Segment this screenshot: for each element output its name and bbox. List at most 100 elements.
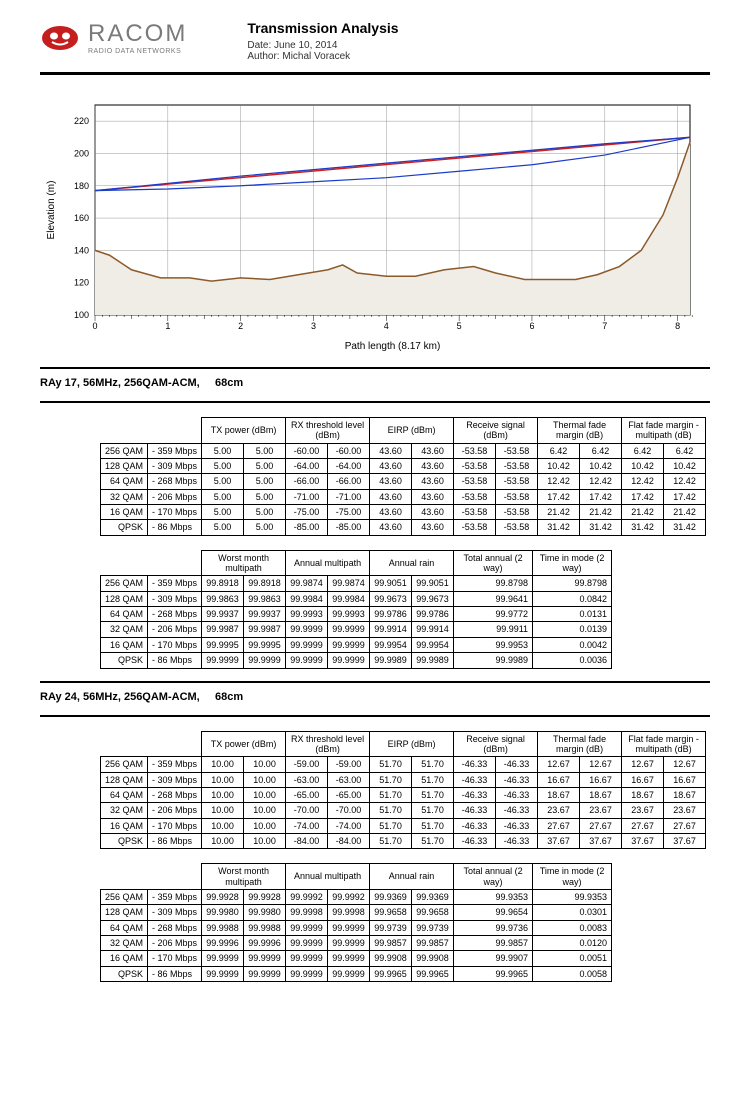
cell: 99.9786: [412, 607, 454, 622]
cell: 99.9999: [244, 653, 286, 668]
cell: 51.70: [370, 818, 412, 833]
cell: 99.9658: [412, 905, 454, 920]
cell: 99.9857: [370, 935, 412, 950]
cell: 99.9937: [202, 607, 244, 622]
cell: -60.00: [286, 443, 328, 458]
rate-label: - 170 Mbps: [148, 505, 202, 520]
cell: 23.67: [622, 803, 664, 818]
cell: -59.00: [286, 757, 328, 772]
logo: RACOM RADIO DATA NETWORKS: [40, 20, 187, 55]
cell: 31.42: [622, 520, 664, 535]
col-header: Annual rain: [370, 864, 454, 890]
cell: 5.00: [202, 459, 244, 474]
cell: 99.9999: [202, 653, 244, 668]
col-header: EIRP (dBm): [370, 731, 454, 757]
date-line: Date: June 10, 2014: [247, 40, 398, 51]
mode-label: 128 QAM: [101, 459, 148, 474]
cell: 99.9988: [202, 920, 244, 935]
cell: 99.9673: [370, 591, 412, 606]
cell: -53.58: [496, 459, 538, 474]
rate-label: - 170 Mbps: [148, 637, 202, 652]
divider: [40, 715, 710, 717]
cell: 99.9989: [454, 653, 533, 668]
rate-label: - 359 Mbps: [148, 889, 202, 904]
table-row: 32 QAM- 206 Mbps99.999699.999699.999999.…: [101, 935, 612, 950]
cell: 99.9051: [370, 576, 412, 591]
cell: 99.9980: [202, 905, 244, 920]
cell: 99.9908: [412, 951, 454, 966]
col-header: TX power (dBm): [202, 418, 286, 444]
cell: 12.42: [664, 474, 706, 489]
cell: 99.9908: [370, 951, 412, 966]
table-row: QPSK- 86 Mbps99.999999.999999.999999.999…: [101, 966, 612, 981]
cell: 17.42: [580, 489, 622, 504]
rate-label: - 309 Mbps: [148, 459, 202, 474]
cell: 51.70: [370, 803, 412, 818]
cell: 6.42: [580, 443, 622, 458]
cell: 99.9999: [202, 951, 244, 966]
cell: 99.9914: [370, 622, 412, 637]
divider: [40, 681, 710, 683]
logo-text: RACOM: [88, 20, 187, 48]
cell: 99.9736: [454, 920, 533, 935]
data-table: Worst month multipathAnnual multipathAnn…: [100, 863, 612, 982]
cell: 99.9928: [202, 889, 244, 904]
cell: -71.00: [328, 489, 370, 504]
cell: 99.9051: [412, 576, 454, 591]
svg-text:Elevation (m): Elevation (m): [46, 181, 57, 240]
cell: -53.58: [496, 489, 538, 504]
cell: -53.58: [454, 474, 496, 489]
cell: 37.67: [622, 833, 664, 848]
cell: 99.9907: [454, 951, 533, 966]
cell: 99.9998: [286, 905, 328, 920]
cell: 99.9937: [244, 607, 286, 622]
col-header: Flat fade margin - multipath (dB): [622, 418, 706, 444]
cell: 99.9353: [454, 889, 533, 904]
cell: 43.60: [412, 505, 454, 520]
cell: 31.42: [580, 520, 622, 535]
svg-text:6: 6: [529, 321, 534, 331]
table-row: 256 QAM- 359 Mbps10.0010.00-59.00-59.005…: [101, 757, 706, 772]
mode-label: 64 QAM: [101, 474, 148, 489]
cell: 99.9999: [244, 966, 286, 981]
cell: 21.42: [664, 505, 706, 520]
cell: -74.00: [286, 818, 328, 833]
col-header: Annual multipath: [286, 864, 370, 890]
mode-label: 128 QAM: [101, 772, 148, 787]
svg-text:160: 160: [74, 213, 89, 223]
cell: 37.67: [664, 833, 706, 848]
table-row: 128 QAM- 309 Mbps99.986399.986399.998499…: [101, 591, 612, 606]
cell: 99.9965: [370, 966, 412, 981]
mode-label: 16 QAM: [101, 505, 148, 520]
table-row: 16 QAM- 170 Mbps10.0010.00-74.00-74.0051…: [101, 818, 706, 833]
mode-label: 32 QAM: [101, 935, 148, 950]
cell: 99.9953: [454, 637, 533, 652]
racom-logo-icon: [40, 23, 80, 53]
table-row: 16 QAM- 170 Mbps5.005.00-75.00-75.0043.6…: [101, 505, 706, 520]
mode-label: 64 QAM: [101, 607, 148, 622]
svg-text:0: 0: [92, 321, 97, 331]
mode-label: 256 QAM: [101, 443, 148, 458]
cell: 99.9999: [328, 920, 370, 935]
cell: 5.00: [202, 443, 244, 458]
cell: 12.42: [622, 474, 664, 489]
cell: 5.00: [244, 474, 286, 489]
table-row: 256 QAM- 359 Mbps99.891899.891899.987499…: [101, 576, 612, 591]
cell: 6.42: [538, 443, 580, 458]
cell: -46.33: [454, 787, 496, 802]
cell: 43.60: [412, 443, 454, 458]
cell: 99.9999: [286, 935, 328, 950]
cell: 99.9999: [328, 935, 370, 950]
cell: 99.9987: [202, 622, 244, 637]
cell: 43.60: [412, 474, 454, 489]
rate-label: - 206 Mbps: [148, 622, 202, 637]
cell: 99.9998: [328, 905, 370, 920]
col-header: Receive signal (dBm): [454, 731, 538, 757]
cell: 51.70: [370, 787, 412, 802]
mode-label: 16 QAM: [101, 818, 148, 833]
rate-label: - 309 Mbps: [148, 905, 202, 920]
divider: [40, 72, 710, 75]
table-row: QPSK- 86 Mbps99.999999.999999.999999.999…: [101, 653, 612, 668]
cell: 43.60: [370, 459, 412, 474]
col-header: Total annual (2 way): [454, 550, 533, 576]
